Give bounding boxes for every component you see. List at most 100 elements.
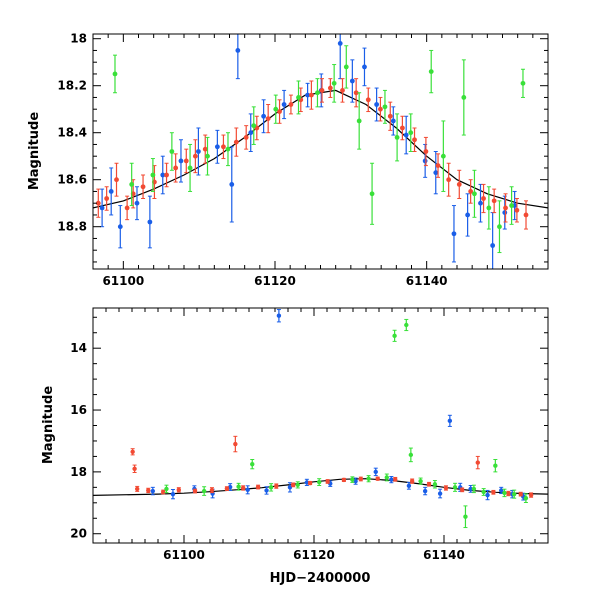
data-point xyxy=(374,102,380,107)
data-point xyxy=(433,170,439,176)
data-point xyxy=(214,144,220,150)
bottom-x-tick-label: 61140 xyxy=(423,548,465,562)
data-point xyxy=(327,85,333,91)
data-point xyxy=(460,487,465,493)
data-point xyxy=(523,212,529,218)
bottom-y-tick-label: 18 xyxy=(70,465,87,479)
top-x-tick-label: 61140 xyxy=(406,274,448,288)
top-y-tick-label: 18.8 xyxy=(57,220,87,234)
data-point xyxy=(409,478,415,484)
data-point xyxy=(468,189,474,194)
data-point xyxy=(392,333,397,339)
data-point xyxy=(400,125,405,131)
data-point xyxy=(296,95,301,100)
data-point xyxy=(435,163,441,169)
top-y-axis-label: Magnitude xyxy=(27,112,42,191)
top-x-tick-label: 61100 xyxy=(102,274,144,288)
data-point xyxy=(463,514,468,519)
data-point xyxy=(124,205,130,211)
data-point xyxy=(369,191,375,197)
data-point xyxy=(261,113,267,119)
data-point xyxy=(245,487,250,493)
data-point xyxy=(248,130,254,136)
data-point xyxy=(394,135,400,140)
data-point xyxy=(224,486,230,491)
data-point xyxy=(478,200,483,206)
data-point xyxy=(130,449,135,454)
data-point xyxy=(390,118,396,124)
data-point xyxy=(295,482,300,488)
data-point xyxy=(173,165,179,171)
data-point xyxy=(452,485,458,490)
data-point xyxy=(343,64,349,70)
data-point xyxy=(375,476,380,481)
data-point xyxy=(305,92,311,98)
bottom-y-tick-label: 16 xyxy=(70,403,87,417)
data-point xyxy=(523,495,529,501)
data-point xyxy=(108,189,114,194)
data-point xyxy=(408,452,414,458)
data-point xyxy=(481,489,486,495)
data-point xyxy=(382,104,388,110)
data-point xyxy=(384,475,389,480)
data-point xyxy=(393,477,398,482)
data-point xyxy=(277,109,282,114)
data-point xyxy=(428,69,434,74)
data-point xyxy=(518,491,523,497)
data-point xyxy=(512,491,517,497)
data-point xyxy=(150,172,156,178)
top-plot-area xyxy=(93,34,548,269)
data-point xyxy=(192,153,198,159)
top-axes: 61100 61120 61140 18 18.2 18.4 18.6 18.8 xyxy=(57,32,549,288)
data-point xyxy=(287,485,293,490)
data-point xyxy=(447,418,453,424)
data-point xyxy=(362,64,367,70)
bottom-series-blue xyxy=(150,309,526,501)
data-point xyxy=(475,460,480,465)
top-y-tick-label: 18.6 xyxy=(57,173,87,187)
data-point xyxy=(114,177,119,183)
data-point xyxy=(509,203,514,208)
data-point xyxy=(451,231,457,237)
data-point xyxy=(196,149,201,154)
data-point xyxy=(281,102,287,107)
data-point xyxy=(209,487,215,493)
data-point xyxy=(349,78,355,84)
data-point xyxy=(288,102,294,107)
data-point xyxy=(265,116,271,121)
data-point xyxy=(490,243,496,248)
data-point xyxy=(356,118,362,124)
data-point xyxy=(150,488,155,494)
data-point xyxy=(340,88,345,93)
data-point xyxy=(485,492,490,498)
data-point xyxy=(104,196,110,201)
bottom-plot-area xyxy=(93,309,548,529)
data-point xyxy=(426,482,432,487)
data-point xyxy=(229,182,235,187)
top-y-tick-label: 18.2 xyxy=(57,79,87,93)
bottom-series-green xyxy=(164,318,529,529)
data-point xyxy=(471,486,477,492)
bottom-panel-frame xyxy=(92,307,549,544)
data-point xyxy=(291,482,296,488)
data-point xyxy=(187,165,193,171)
data-point xyxy=(506,491,511,496)
data-point xyxy=(205,153,210,159)
data-point xyxy=(387,113,393,119)
data-point xyxy=(468,486,473,492)
data-point xyxy=(432,482,438,487)
bottom-model-curve xyxy=(93,478,548,496)
bottom-panel: 61100 61120 61140 14 16 18 20 Magnitude HJD−24… xyxy=(41,307,549,586)
data-point xyxy=(461,95,467,100)
top-series-blue xyxy=(99,34,518,269)
data-point xyxy=(403,132,409,138)
data-point xyxy=(255,484,261,490)
data-point xyxy=(486,205,492,211)
data-point xyxy=(309,92,314,98)
data-point xyxy=(406,483,412,488)
data-point xyxy=(160,172,166,178)
data-point xyxy=(481,196,486,201)
top-panel: 61100 61120 61140 18 18.2 18.4 18.6 18.8 Magnit… xyxy=(27,32,549,288)
data-point xyxy=(304,480,310,485)
data-point xyxy=(164,486,169,492)
